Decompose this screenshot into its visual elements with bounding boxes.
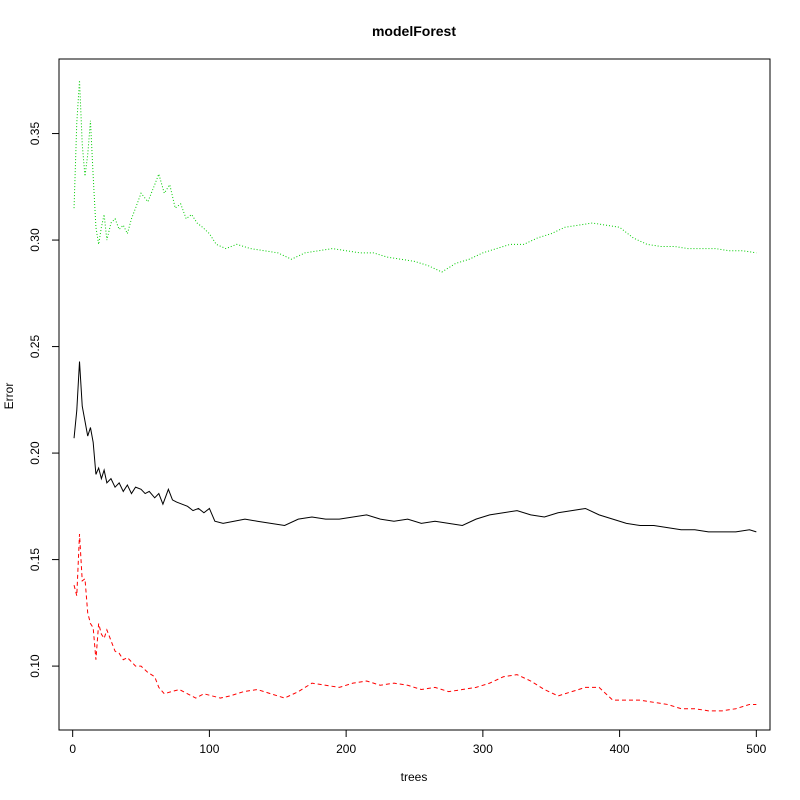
x-tick-label: 0 — [69, 742, 76, 756]
y-tick-label: 0.25 — [28, 335, 42, 359]
x-tick-label: 400 — [610, 742, 630, 756]
x-axis-title: trees — [401, 770, 428, 784]
series-line-3 — [73, 80, 757, 273]
y-tick-label: 0.35 — [28, 122, 42, 146]
y-tick-label: 0.15 — [28, 548, 42, 572]
series-line-2 — [73, 534, 757, 712]
series-layer — [73, 80, 757, 712]
series-line-1 — [73, 361, 757, 533]
y-axis-title: Error — [2, 383, 16, 410]
y-tick-label: 0.20 — [28, 441, 42, 465]
chart-title: modelForest — [372, 23, 456, 39]
x-tick-label: 300 — [473, 742, 493, 756]
x-axis: 0 100 200 300 400 500 — [69, 729, 767, 756]
y-tick-label: 0.10 — [28, 654, 42, 678]
y-tick-label: 0.30 — [28, 228, 42, 252]
y-axis: 0.10 0.15 0.20 0.25 0.30 0.35 — [28, 122, 60, 678]
plot-frame — [58, 58, 771, 731]
x-tick-label: 200 — [336, 742, 356, 756]
x-tick-label: 500 — [746, 742, 766, 756]
x-tick-label: 100 — [199, 742, 219, 756]
